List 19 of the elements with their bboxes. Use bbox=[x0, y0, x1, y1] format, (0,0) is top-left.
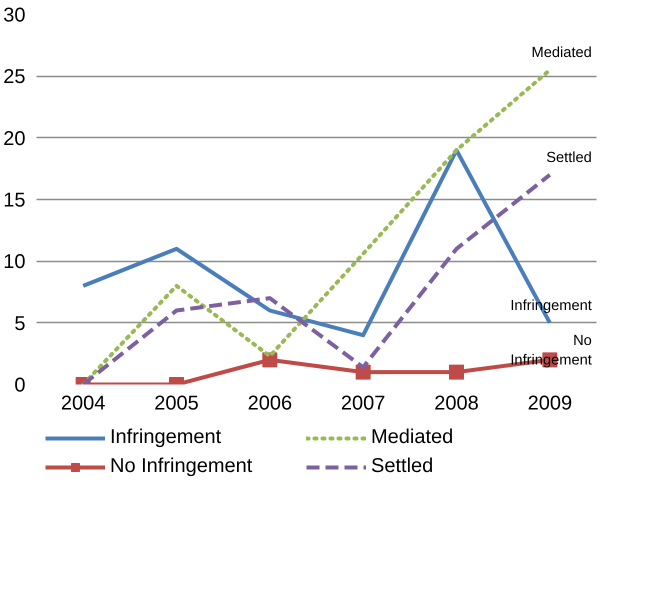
x-tick-label: 2009 bbox=[528, 392, 572, 414]
legend-label: Infringement bbox=[110, 426, 222, 449]
y-tick-label: 5 bbox=[14, 312, 26, 335]
x-tick-label: 2007 bbox=[340, 392, 386, 414]
x-tick-label: 2005 bbox=[154, 392, 199, 414]
y-tick-label: 25 bbox=[3, 66, 26, 88]
x-tick-label: 2004 bbox=[60, 392, 106, 414]
legend-label: Mediated bbox=[371, 426, 454, 449]
y-tick-label: 15 bbox=[3, 190, 26, 212]
y-tick-label: 30 bbox=[3, 4, 26, 26]
y-tick-label: 0 bbox=[14, 374, 26, 396]
legend-label: Settled bbox=[371, 455, 434, 478]
x-tick-label: 2006 bbox=[248, 392, 292, 414]
legend-label: No Infringement bbox=[110, 455, 254, 478]
y-tick-label: 10 bbox=[3, 251, 26, 274]
annotation: Mediated bbox=[532, 45, 592, 61]
annotation: Settled bbox=[546, 150, 592, 166]
y-tick-label: 20 bbox=[3, 128, 26, 150]
x-tick-label: 2008 bbox=[434, 392, 479, 414]
